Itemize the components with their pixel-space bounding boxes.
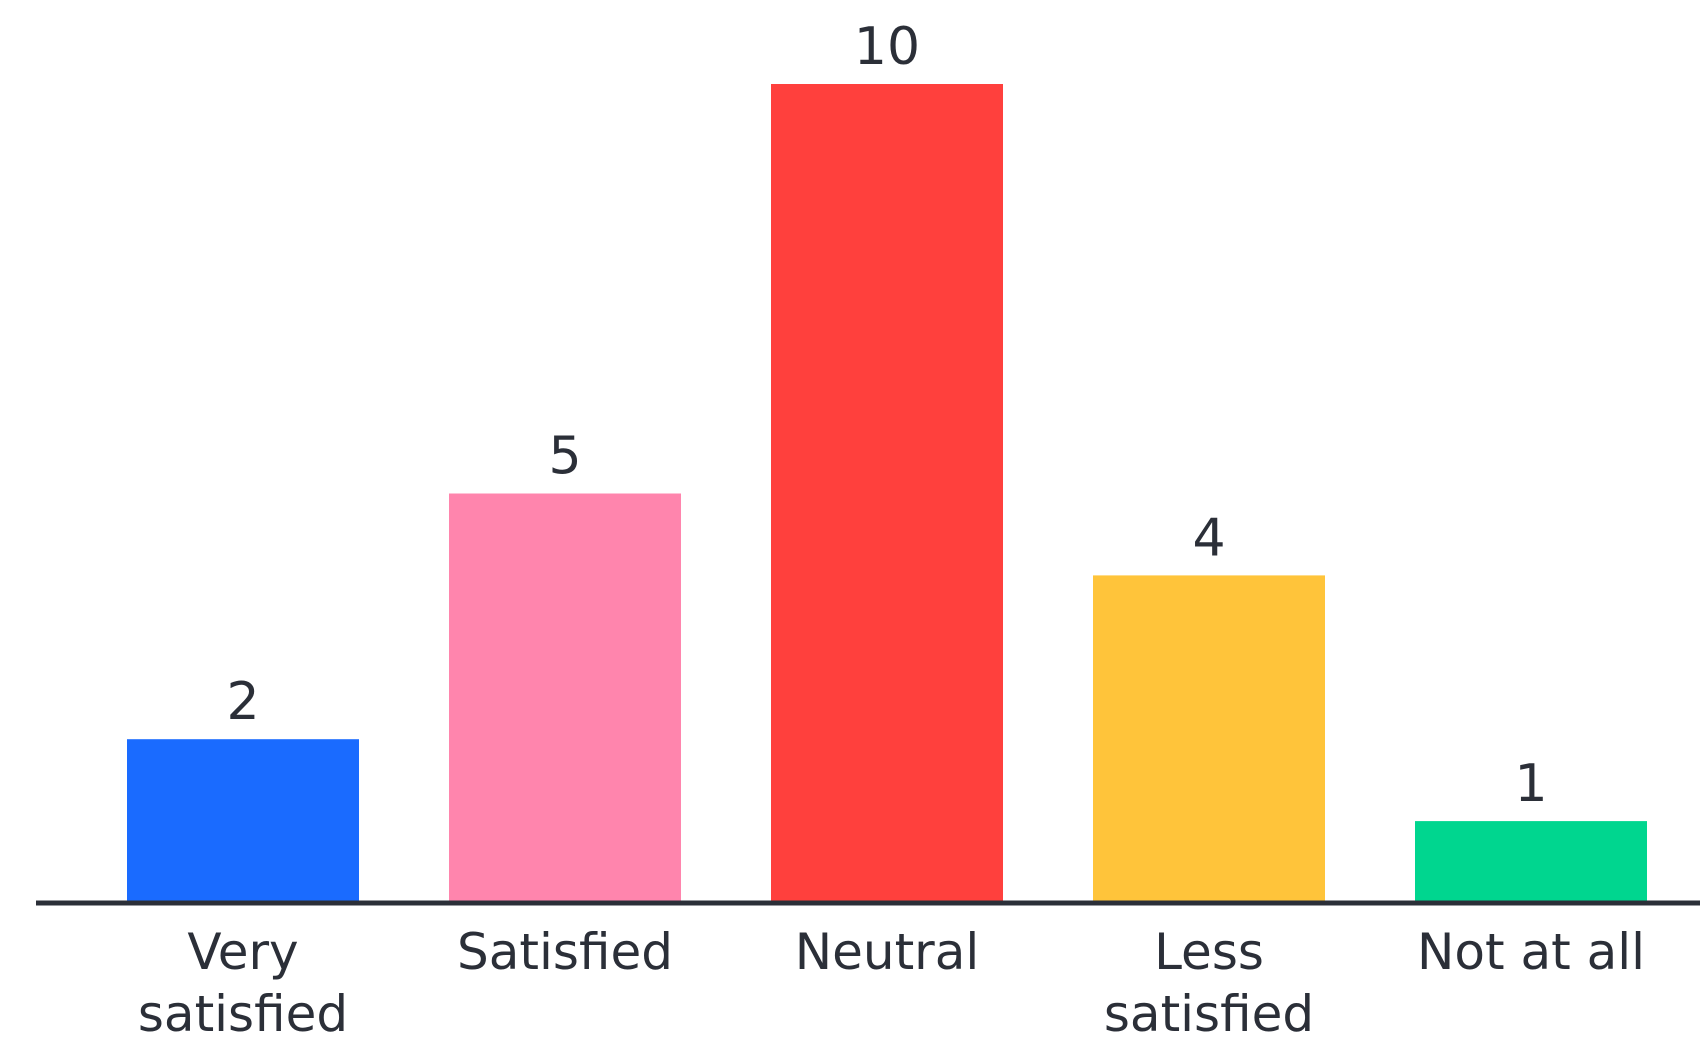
x-tick-label-0-line-1: satisfied: [138, 985, 348, 1037]
bar-1: [449, 493, 681, 903]
data-label-4: 1: [1514, 754, 1547, 814]
x-tick-label-3-line-1: satisfied: [1104, 985, 1314, 1037]
data-label-1: 5: [548, 427, 581, 487]
x-tick-label-0: Very satisfied: [138, 923, 348, 1037]
data-label-3: 4: [1192, 508, 1225, 568]
bars-layer: [127, 84, 1647, 903]
x-tick-label-4: Not at all: [1417, 923, 1645, 981]
bar-2: [771, 84, 1003, 903]
x-tick-label-4-line-0: Not at all: [1417, 923, 1645, 981]
x-tick-label-1-line-0: Satisfied: [457, 923, 673, 981]
bar-3: [1093, 575, 1325, 903]
bar-4: [1415, 821, 1647, 903]
x-tick-label-2: Neutral: [795, 923, 980, 981]
x-tick-label-2-line-0: Neutral: [795, 923, 980, 981]
x-tick-label-0-line-0: Very: [187, 923, 298, 981]
data-label-0: 2: [226, 672, 259, 732]
data-label-2: 10: [854, 17, 920, 77]
bar-0: [127, 739, 359, 903]
x-tick-label-3: Less satisfied: [1104, 923, 1314, 1037]
value-labels-layer: 2 5 10 4 1: [226, 17, 1547, 814]
x-tick-label-3-line-0: Less: [1154, 923, 1264, 981]
x-tick-label-1: Satisfied: [457, 923, 673, 981]
